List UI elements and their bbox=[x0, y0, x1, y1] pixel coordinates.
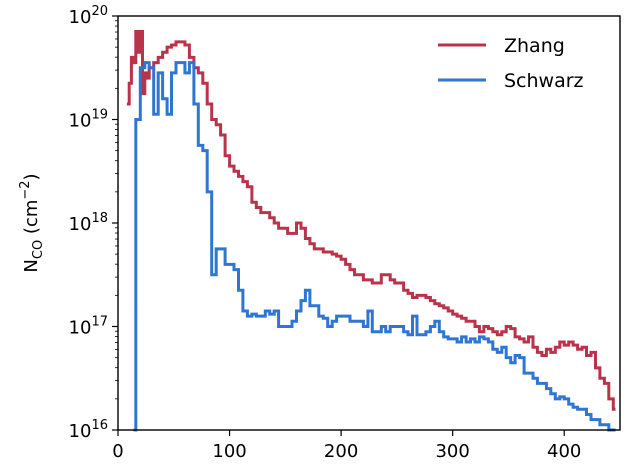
y-axis: 1016 1017 1018 1019 1020 bbox=[69, 4, 118, 442]
x-tick-label: 200 bbox=[324, 441, 358, 462]
y-tick-label: 1016 bbox=[69, 418, 108, 442]
x-tick-label: 400 bbox=[547, 441, 581, 462]
x-axis: 0 100 200 300 400 bbox=[112, 430, 581, 462]
legend-label-schwarz: Schwarz bbox=[504, 70, 584, 92]
series-line-schwarz bbox=[133, 61, 616, 432]
y-tick-label: 1018 bbox=[69, 211, 108, 235]
x-tick-label: 300 bbox=[435, 441, 469, 462]
x-tick-label: 100 bbox=[212, 441, 246, 462]
y-tick-label: 1020 bbox=[69, 4, 108, 28]
y-tick-label: 1019 bbox=[69, 108, 108, 132]
series-line-zhang bbox=[126, 30, 616, 411]
plot-lines bbox=[126, 30, 616, 432]
legend: Zhang Schwarz bbox=[438, 35, 584, 92]
y-tick-label: 1017 bbox=[69, 315, 108, 339]
legend-label-zhang: Zhang bbox=[504, 35, 565, 57]
y-axis-label: NCO (cm−2) bbox=[18, 173, 46, 272]
x-tick-label: 0 bbox=[112, 441, 123, 462]
